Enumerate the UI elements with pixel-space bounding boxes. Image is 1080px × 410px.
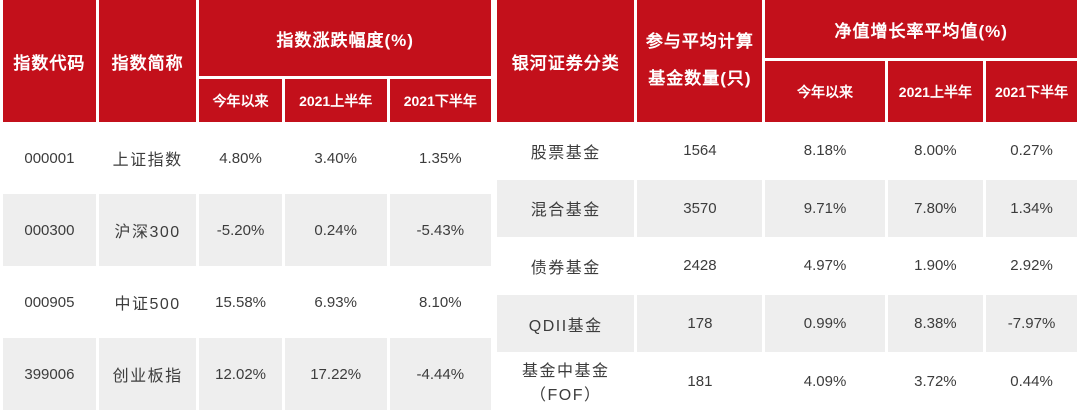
index-performance-table: 指数代码 指数简称 指数涨跌幅度(%) 今年以来 2021上半年 2021下半年… bbox=[0, 0, 494, 410]
index-sub-ytd-header: 今年以来 bbox=[199, 79, 282, 122]
fund-count-cell: 3570 bbox=[637, 179, 763, 238]
fund-ytd-cell: 9.71% bbox=[765, 179, 885, 238]
index-ytd-cell: -5.20% bbox=[199, 194, 282, 266]
fund-count-cell: 181 bbox=[637, 352, 763, 410]
index-name-header: 指数简称 bbox=[98, 0, 197, 122]
fund-h1-cell: 8.00% bbox=[887, 122, 984, 180]
fund-h1-cell: 8.38% bbox=[887, 294, 984, 353]
index-sub-h1-header: 2021上半年 bbox=[284, 79, 387, 122]
fund-ytd-cell: 0.99% bbox=[765, 294, 885, 353]
index-h1-cell: 3.40% bbox=[284, 122, 387, 194]
index-h2-cell: 1.35% bbox=[389, 122, 491, 194]
index-name-cell: 沪深300 bbox=[98, 194, 197, 266]
index-h1-cell: 6.93% bbox=[284, 266, 387, 338]
fund-ytd-cell: 8.18% bbox=[765, 122, 885, 180]
index-h1-cell: 17.22% bbox=[284, 338, 387, 410]
index-code-cell: 000300 bbox=[3, 194, 96, 266]
fund-count-header-line1: 参与平均计算 bbox=[645, 32, 754, 52]
fund-category-cell: QDII基金 bbox=[497, 294, 635, 353]
fund-category-cell: 股票基金 bbox=[497, 122, 635, 180]
fund-count-header: 参与平均计算 基金数量(只) bbox=[637, 0, 763, 122]
index-ytd-cell: 15.58% bbox=[199, 266, 282, 338]
fund-h2-cell: 1.34% bbox=[986, 179, 1077, 238]
index-code-cell: 000001 bbox=[3, 122, 96, 194]
fund-h1-cell: 1.90% bbox=[887, 237, 984, 295]
fund-h1-cell: 3.72% bbox=[887, 352, 984, 410]
fund-count-header-line2: 基金数量(只) bbox=[648, 69, 752, 88]
fund-category-cell: 混合基金 bbox=[497, 179, 635, 238]
fund-count-cell: 2428 bbox=[637, 237, 763, 295]
fund-h1-cell: 7.80% bbox=[887, 179, 984, 238]
fund-table-row: 债券基金 2428 4.97% 1.90% 2.92% bbox=[497, 237, 1077, 295]
fund-table-row: 基金中基金（FOF） 181 4.09% 3.72% 0.44% bbox=[497, 352, 1077, 410]
index-sub-h2-header: 2021下半年 bbox=[389, 79, 491, 122]
fund-count-cell: 1564 bbox=[637, 122, 763, 180]
fund-sub-h2-header: 2021下半年 bbox=[986, 61, 1077, 122]
index-table-row: 000001 上证指数 4.80% 3.40% 1.35% bbox=[3, 122, 491, 194]
fund-ytd-cell: 4.09% bbox=[765, 352, 885, 410]
index-name-cell: 中证500 bbox=[98, 266, 197, 338]
index-h2-cell: -5.43% bbox=[389, 194, 491, 266]
fund-nav-growth-table: 银河证券分类 参与平均计算 基金数量(只) 净值增长率平均值(%) 今年以来 2… bbox=[494, 0, 1080, 410]
index-name-cell: 上证指数 bbox=[98, 122, 197, 194]
fund-category-header: 银河证券分类 bbox=[497, 0, 635, 122]
index-code-cell: 000905 bbox=[3, 266, 96, 338]
fund-table-row: QDII基金 178 0.99% 8.38% -7.97% bbox=[497, 294, 1077, 353]
fund-ytd-cell: 4.97% bbox=[765, 237, 885, 295]
index-change-group-header: 指数涨跌幅度(%) bbox=[199, 0, 491, 79]
fund-category-cell: 债券基金 bbox=[497, 237, 635, 295]
fund-h2-cell: 0.44% bbox=[986, 352, 1077, 410]
index-h2-cell: -4.44% bbox=[389, 338, 491, 410]
fund-count-cell: 178 bbox=[637, 294, 763, 353]
nav-growth-group-header: 净值增长率平均值(%) bbox=[765, 0, 1077, 61]
fund-category-cell: 基金中基金（FOF） bbox=[497, 352, 635, 410]
fund-sub-ytd-header: 今年以来 bbox=[765, 61, 885, 122]
index-code-header: 指数代码 bbox=[3, 0, 96, 122]
fund-table-row: 混合基金 3570 9.71% 7.80% 1.34% bbox=[497, 179, 1077, 238]
index-ytd-cell: 12.02% bbox=[199, 338, 282, 410]
fund-sub-h1-header: 2021上半年 bbox=[887, 61, 984, 122]
index-table-row: 399006 创业板指 12.02% 17.22% -4.44% bbox=[3, 338, 491, 410]
fund-table-row: 股票基金 1564 8.18% 8.00% 0.27% bbox=[497, 122, 1077, 180]
index-table-row: 000905 中证500 15.58% 6.93% 8.10% bbox=[3, 266, 491, 338]
index-h2-cell: 8.10% bbox=[389, 266, 491, 338]
fund-h2-cell: -7.97% bbox=[986, 294, 1077, 353]
index-h1-cell: 0.24% bbox=[284, 194, 387, 266]
fund-h2-cell: 0.27% bbox=[986, 122, 1077, 180]
fund-h2-cell: 2.92% bbox=[986, 237, 1077, 295]
index-ytd-cell: 4.80% bbox=[199, 122, 282, 194]
index-code-cell: 399006 bbox=[3, 338, 96, 410]
index-table-row: 000300 沪深300 -5.20% 0.24% -5.43% bbox=[3, 194, 491, 266]
index-name-cell: 创业板指 bbox=[98, 338, 197, 410]
